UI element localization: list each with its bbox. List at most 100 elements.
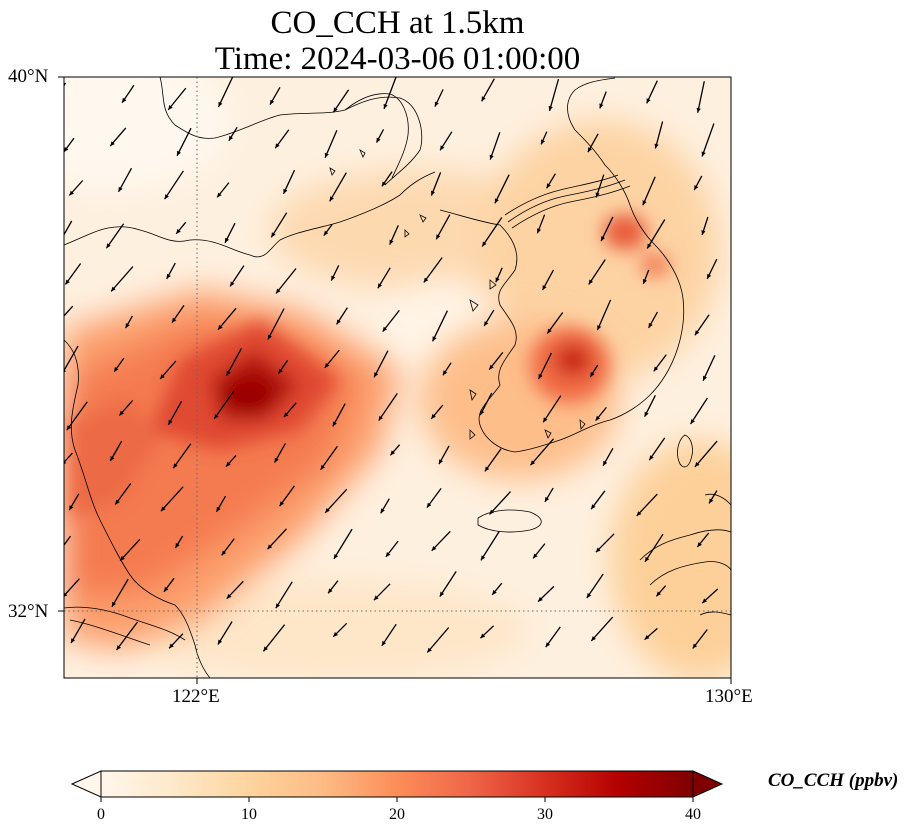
coastline-china-east bbox=[64, 339, 211, 678]
wind-arrowhead-143 bbox=[64, 592, 68, 597]
wind-arrowhead-131 bbox=[120, 555, 125, 561]
wind-arrowhead-10 bbox=[599, 103, 604, 109]
wind-arrowhead-59 bbox=[423, 277, 429, 283]
wind-arrowhead-68 bbox=[218, 324, 223, 330]
wind-arrowhead-52 bbox=[65, 279, 70, 285]
wind-arrowhead-128 bbox=[636, 511, 642, 516]
wind-vector-147 bbox=[275, 581, 293, 609]
wind-vector-94 bbox=[213, 390, 235, 420]
wind-arrowhead-122 bbox=[325, 508, 330, 513]
wind-vector-134 bbox=[267, 528, 287, 550]
wind-arrowhead-89 bbox=[653, 366, 659, 372]
wind-arrowhead-168 bbox=[692, 643, 698, 649]
wind-arrowhead-111 bbox=[438, 459, 443, 465]
colorbar-tick-label-20: 20 bbox=[389, 806, 405, 823]
wind-vector-24 bbox=[654, 121, 664, 149]
wind-arrowhead-51 bbox=[701, 230, 706, 235]
wind-vector-68 bbox=[217, 307, 237, 331]
colorbar-tick-label-10: 10 bbox=[241, 806, 257, 823]
wind-vector-81 bbox=[226, 348, 242, 376]
wind-vector-47 bbox=[481, 217, 503, 247]
wind-vector-37 bbox=[642, 176, 656, 206]
wind-arrowhead-32 bbox=[381, 181, 387, 187]
wind-arrowhead-115 bbox=[649, 455, 654, 461]
wind-arrowhead-94 bbox=[214, 414, 219, 419]
wind-arrowhead-129 bbox=[709, 498, 714, 504]
wind-arrowhead-78 bbox=[64, 369, 67, 373]
wind-vector-84 bbox=[373, 350, 389, 378]
wind-arrowhead-38 bbox=[694, 185, 699, 191]
wind-arrowhead-120 bbox=[216, 506, 221, 512]
wind-arrowhead-108 bbox=[274, 457, 279, 463]
wind-arrowhead-87 bbox=[538, 374, 543, 379]
wind-arrowhead-76 bbox=[648, 322, 653, 328]
wind-arrowhead-26 bbox=[69, 190, 74, 196]
wind-arrowhead-1 bbox=[122, 97, 127, 103]
wind-arrowhead-20 bbox=[440, 145, 445, 151]
wind-vector-100 bbox=[542, 395, 562, 423]
wind-arrowhead-53 bbox=[111, 286, 116, 292]
wind-vector-46 bbox=[435, 214, 451, 240]
map-title-variable: CO_CCH at 1.5km bbox=[270, 5, 525, 41]
axis-ticks bbox=[58, 76, 732, 684]
coastline-korea-west bbox=[439, 209, 651, 453]
wind-arrowhead-161 bbox=[333, 632, 338, 637]
wind-vector-113 bbox=[530, 438, 554, 466]
coastline-bohai bbox=[159, 77, 423, 186]
wind-arrowhead-40 bbox=[106, 243, 111, 249]
wind-vector-21 bbox=[489, 132, 501, 160]
wind-arrowhead-75 bbox=[597, 325, 602, 331]
wind-arrowhead-18 bbox=[324, 152, 329, 158]
wind-arrowhead-140 bbox=[595, 547, 601, 553]
wind-arrowhead-81 bbox=[226, 370, 231, 376]
wind-arrowhead-83 bbox=[324, 363, 330, 368]
wind-arrowhead-85 bbox=[442, 370, 448, 376]
wind-arrowhead-95 bbox=[283, 412, 289, 418]
wind-arrowhead-33 bbox=[431, 190, 435, 196]
wind-arrowhead-44 bbox=[323, 230, 329, 236]
wind-arrowhead-8 bbox=[481, 96, 486, 102]
wind-arrowhead-63 bbox=[642, 279, 647, 284]
wind-arrowhead-150 bbox=[439, 591, 445, 597]
wind-arrowhead-124 bbox=[426, 502, 432, 508]
wind-arrowhead-56 bbox=[276, 288, 281, 294]
wind-vector-122 bbox=[324, 488, 348, 514]
wind-arrowhead-19 bbox=[376, 137, 381, 143]
wind-arrowhead-139 bbox=[533, 553, 538, 559]
wind-arrowhead-5 bbox=[333, 107, 338, 113]
wind-arrowhead-30 bbox=[283, 188, 288, 194]
wind-arrowhead-16 bbox=[228, 135, 233, 141]
wind-vector-69 bbox=[267, 308, 285, 340]
wind-arrowhead-82 bbox=[278, 368, 283, 374]
wind-arrowhead-9 bbox=[548, 105, 553, 111]
wind-arrowhead-109 bbox=[320, 464, 325, 470]
wind-arrowhead-60 bbox=[495, 277, 500, 283]
wind-arrowhead-153 bbox=[586, 593, 592, 598]
coastline-china-north bbox=[64, 171, 436, 258]
wind-vector-40 bbox=[105, 223, 125, 249]
colorbar-tick-label-40: 40 bbox=[685, 806, 701, 823]
colorbar bbox=[70, 770, 724, 802]
wind-vector-43 bbox=[270, 212, 288, 238]
wind-arrowhead-71 bbox=[382, 326, 388, 332]
wind-arrowhead-116 bbox=[694, 462, 700, 467]
wind-arrowhead-43 bbox=[271, 232, 276, 238]
wind-arrowhead-144 bbox=[111, 601, 116, 607]
colorbar-tick-label-30: 30 bbox=[537, 806, 553, 823]
wind-arrowhead-165 bbox=[545, 642, 551, 648]
colorbar-label: CO_CCH (ppbv) bbox=[768, 770, 899, 791]
wind-arrowhead-65 bbox=[53, 323, 58, 328]
wind-arrowhead-67 bbox=[172, 317, 177, 323]
wind-arrowhead-46 bbox=[436, 234, 441, 240]
wind-arrowhead-84 bbox=[374, 372, 379, 378]
wind-arrowhead-23 bbox=[587, 147, 592, 153]
wind-vector-103 bbox=[690, 397, 708, 425]
lat-tick-label-32: 32°N bbox=[8, 601, 49, 622]
wind-vector-75 bbox=[596, 299, 612, 331]
wind-arrowhead-151 bbox=[492, 589, 497, 595]
wind-arrowhead-138 bbox=[480, 555, 486, 561]
wind-arrowhead-57 bbox=[331, 275, 336, 281]
wind-arrowhead-126 bbox=[544, 496, 550, 502]
wind-arrowhead-137 bbox=[431, 546, 437, 551]
wind-vector-153 bbox=[586, 573, 604, 599]
